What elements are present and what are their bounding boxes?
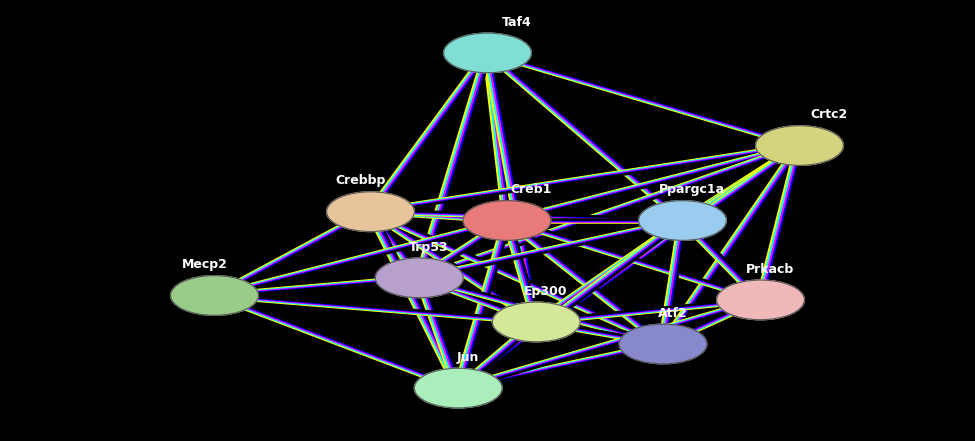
Circle shape bbox=[327, 192, 414, 232]
Circle shape bbox=[756, 126, 843, 165]
Text: Creb1: Creb1 bbox=[511, 183, 552, 196]
Text: Jun: Jun bbox=[457, 351, 479, 364]
Circle shape bbox=[375, 258, 463, 298]
Circle shape bbox=[619, 324, 707, 364]
Text: Trp53: Trp53 bbox=[410, 241, 449, 254]
Text: Prkacb: Prkacb bbox=[746, 263, 795, 276]
Text: Ppargc1a: Ppargc1a bbox=[659, 183, 725, 196]
Circle shape bbox=[414, 368, 502, 408]
Text: Mecp2: Mecp2 bbox=[181, 258, 228, 271]
Circle shape bbox=[492, 302, 580, 342]
Circle shape bbox=[639, 201, 726, 240]
Circle shape bbox=[444, 33, 531, 73]
Text: Taf4: Taf4 bbox=[502, 16, 531, 29]
Circle shape bbox=[717, 280, 804, 320]
Circle shape bbox=[171, 276, 258, 315]
Text: Atf2: Atf2 bbox=[658, 307, 687, 320]
Text: Crtc2: Crtc2 bbox=[810, 108, 847, 121]
Text: Crebbp: Crebbp bbox=[335, 175, 386, 187]
Circle shape bbox=[463, 201, 551, 240]
Text: Ep300: Ep300 bbox=[525, 285, 567, 298]
